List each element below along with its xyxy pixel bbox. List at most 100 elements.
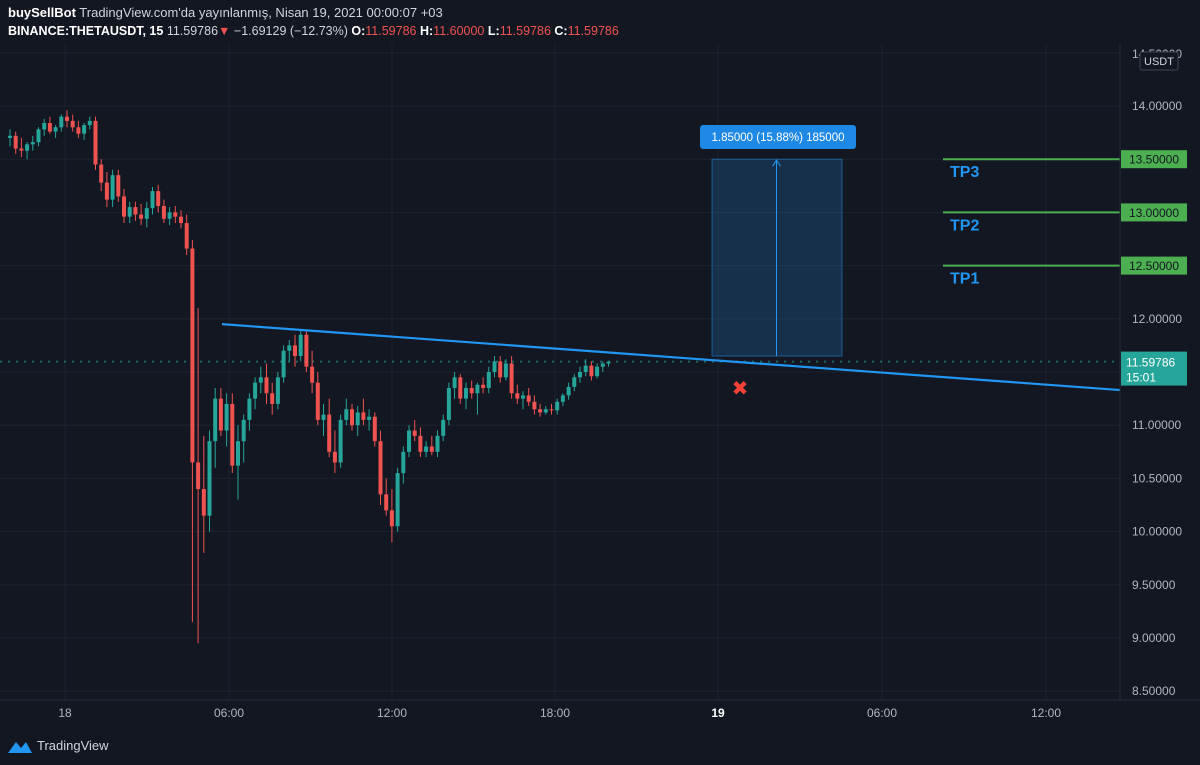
candle[interactable] (549, 403, 554, 415)
candle[interactable] (179, 210, 183, 229)
candle[interactable] (458, 374, 463, 404)
candle[interactable] (173, 206, 178, 224)
candle[interactable] (389, 489, 394, 543)
candle[interactable] (361, 398, 366, 426)
candle[interactable] (247, 393, 252, 431)
candle[interactable] (201, 435, 206, 553)
candle[interactable] (475, 382, 480, 415)
candle[interactable] (606, 361, 611, 367)
candle[interactable] (224, 393, 229, 447)
candle[interactable] (315, 372, 320, 426)
candle[interactable] (304, 331, 309, 372)
candle[interactable] (498, 356, 503, 383)
candle[interactable] (429, 435, 434, 455)
candle[interactable] (59, 114, 64, 132)
candle[interactable] (275, 372, 280, 410)
candle[interactable] (13, 131, 18, 154)
candle[interactable] (110, 169, 115, 208)
candle[interactable] (36, 127, 41, 147)
candle[interactable] (264, 363, 269, 404)
candle[interactable] (600, 361, 605, 372)
candle[interactable] (82, 123, 87, 141)
candle[interactable] (25, 142, 30, 160)
candle[interactable] (355, 406, 360, 436)
candle[interactable] (207, 430, 212, 532)
author-name[interactable]: buySellBot (8, 5, 76, 20)
candle[interactable] (435, 430, 440, 458)
candle[interactable] (538, 403, 543, 417)
candle[interactable] (481, 377, 486, 394)
symbol-label[interactable]: BINANCE:THETAUSDT, 15 (8, 24, 164, 38)
candle[interactable] (424, 441, 429, 458)
candle[interactable] (144, 201, 149, 228)
candle[interactable] (367, 409, 372, 431)
candle[interactable] (8, 129, 12, 147)
candle[interactable] (258, 366, 263, 394)
candle[interactable] (595, 363, 600, 379)
candle[interactable] (139, 203, 144, 226)
candle[interactable] (156, 184, 161, 213)
candle[interactable] (526, 387, 531, 407)
candle[interactable] (310, 350, 315, 394)
candle[interactable] (532, 395, 537, 415)
candle[interactable] (464, 382, 468, 410)
candle[interactable] (344, 398, 349, 426)
candle[interactable] (332, 430, 337, 474)
candle[interactable] (509, 356, 514, 399)
candle[interactable] (503, 359, 508, 381)
candle[interactable] (401, 446, 406, 484)
candle[interactable] (53, 125, 58, 138)
candle[interactable] (76, 120, 81, 138)
candle[interactable] (412, 419, 417, 442)
target-tp3[interactable]: TP3 13.50000 (943, 150, 1187, 181)
candle[interactable] (384, 478, 389, 516)
candle[interactable] (338, 414, 343, 468)
candle[interactable] (327, 398, 332, 458)
candle[interactable] (93, 116, 98, 170)
candle[interactable] (555, 398, 560, 415)
candle[interactable] (350, 403, 354, 431)
candle[interactable] (190, 240, 195, 623)
candle[interactable] (19, 137, 24, 158)
candle[interactable] (521, 391, 525, 410)
candle[interactable] (127, 201, 132, 224)
candle[interactable] (418, 427, 423, 458)
candle[interactable] (116, 169, 121, 202)
candle[interactable] (104, 171, 109, 208)
candle[interactable] (167, 207, 172, 226)
candle[interactable] (578, 366, 582, 383)
price-chart[interactable]: 1.85000 (15.88%) 185000 TP3 13.50000 TP2 13… (0, 0, 1200, 730)
candle[interactable] (298, 329, 303, 362)
candle[interactable] (87, 116, 92, 130)
tradingview-brand[interactable]: TradingView (8, 738, 109, 753)
candle[interactable] (492, 356, 497, 378)
candle[interactable] (213, 387, 218, 468)
candle[interactable] (287, 340, 292, 362)
candle[interactable] (241, 414, 246, 463)
candle[interactable] (469, 380, 474, 399)
candle[interactable] (42, 118, 47, 136)
candle[interactable] (236, 425, 240, 500)
candle[interactable] (589, 361, 594, 381)
candle[interactable] (161, 199, 166, 224)
candle[interactable] (150, 186, 155, 215)
candle[interactable] (407, 425, 411, 458)
candle[interactable] (441, 414, 446, 442)
candle[interactable] (70, 114, 75, 132)
candle[interactable] (572, 374, 577, 392)
candle[interactable] (99, 159, 104, 192)
candle[interactable] (515, 384, 520, 404)
candle[interactable] (133, 201, 138, 221)
candle[interactable] (218, 387, 223, 436)
target-tp1[interactable]: TP1 12.50000 (943, 256, 1187, 288)
candle[interactable] (184, 214, 189, 255)
candle[interactable] (543, 406, 548, 415)
candle[interactable] (253, 377, 258, 410)
candle[interactable] (230, 393, 235, 474)
candle[interactable] (321, 403, 326, 436)
candle[interactable] (378, 430, 383, 505)
candle[interactable] (372, 412, 377, 447)
candle[interactable] (446, 382, 451, 426)
target-tp2[interactable]: TP2 13.00000 (943, 203, 1187, 234)
candle[interactable] (270, 382, 275, 415)
